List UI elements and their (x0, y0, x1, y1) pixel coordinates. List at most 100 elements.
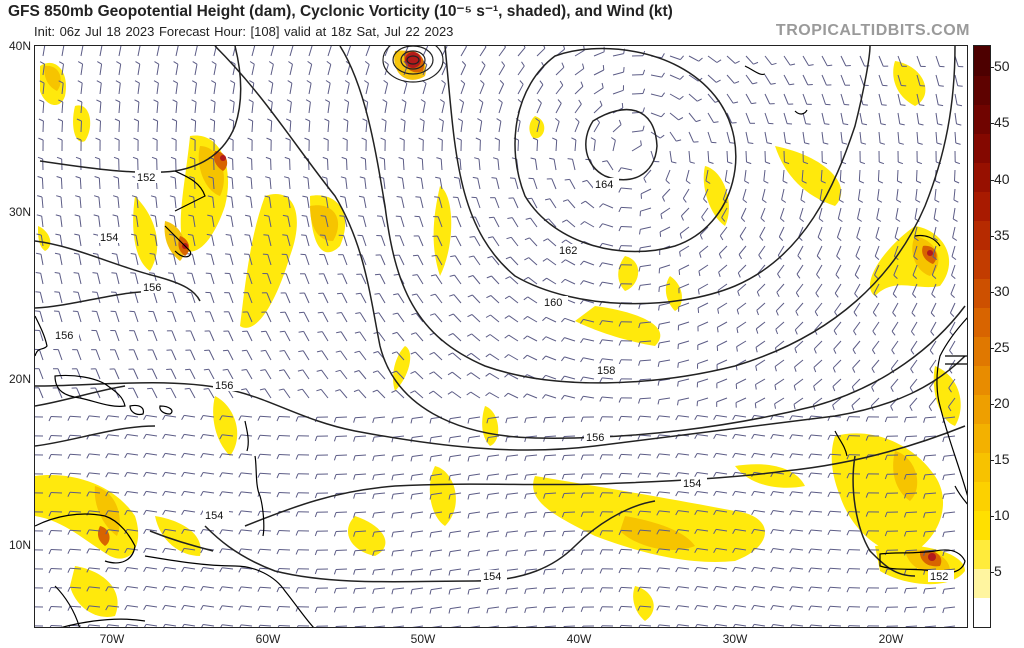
wind-barb-flag (39, 80, 45, 84)
wind-barb-flag (561, 455, 565, 461)
wind-barb-flag (86, 586, 90, 592)
wind-barb-flag (467, 494, 470, 500)
wind-barb (856, 226, 861, 238)
wind-barb-flag (698, 57, 703, 62)
wind-barb-flag (894, 237, 900, 242)
wind-barb-flag (602, 65, 605, 71)
wind-barb (802, 74, 809, 86)
wind-barb (516, 159, 519, 171)
wind-barb (909, 397, 918, 407)
wind-barb-flag (86, 415, 90, 421)
wind-barb-flag (523, 393, 528, 398)
wind-barb (754, 585, 766, 589)
colorbar-tick-label: 10 (994, 506, 1010, 523)
colorbar-segment (974, 46, 990, 76)
wind-barb-flag (713, 548, 717, 553)
wind-barb (227, 349, 234, 361)
wind-barb-flag (467, 589, 470, 595)
wind-barb-flag (675, 491, 679, 497)
wind-barb-flag (947, 406, 952, 412)
wind-barb-flag (488, 216, 494, 219)
wind-barb-flag (399, 137, 405, 141)
wind-barb-flag (485, 334, 491, 338)
wind-barb (433, 352, 443, 361)
wind-barb-flag (355, 292, 361, 295)
map-panel[interactable]: 164 162 160 158 156 154 152 154 156 156 … (34, 45, 968, 628)
wind-barb (50, 492, 63, 494)
wind-barb (488, 435, 500, 438)
wind-barb-flag (618, 321, 622, 327)
wind-barb (639, 567, 652, 570)
wind-barb (412, 587, 424, 590)
wind-barb-flag (737, 272, 741, 278)
wind-barb-flag (818, 218, 824, 223)
wind-barb (50, 568, 63, 570)
wind-barb-flag (392, 312, 398, 315)
colorbar-tick-mark (991, 403, 994, 405)
wind-barb (755, 378, 766, 385)
wind-barb (910, 359, 918, 370)
colorbar-tick-mark (991, 291, 994, 293)
wind-barb-flag (665, 179, 670, 184)
wind-barb (659, 453, 671, 456)
wind-barb-flag (48, 454, 52, 460)
wind-barb (89, 415, 101, 418)
wind-barb (69, 453, 82, 456)
wind-barb (564, 356, 576, 361)
wind-barb (602, 339, 614, 342)
wind-barb (420, 178, 424, 190)
colorbar-segment (974, 75, 990, 105)
wind-barb (774, 378, 785, 386)
wind-barb-flag (580, 492, 584, 498)
wind-barb (397, 312, 405, 323)
wind-barb (259, 586, 272, 589)
wind-barb-flag (448, 513, 451, 519)
contour-label: 156 (215, 380, 233, 392)
wind-barb-flag (898, 161, 904, 165)
wind-barb-flag (505, 608, 508, 614)
wind-barb-flag (808, 567, 812, 573)
wind-barb-flag (694, 472, 698, 478)
wind-barb-flag (561, 569, 565, 575)
wind-barb (659, 434, 671, 437)
wind-barb (438, 197, 443, 209)
wind-barb (555, 139, 558, 152)
wind-barb-flag (599, 223, 603, 229)
wind-barb (251, 46, 256, 57)
wind-barb (602, 242, 614, 247)
wind-barb-flag (736, 346, 738, 352)
wind-barb (50, 473, 63, 475)
wind-barb (639, 340, 652, 343)
wind-barb-flag (954, 180, 960, 184)
wind-barb-flag (415, 196, 421, 198)
wind-barb-flag (618, 264, 622, 270)
wind-barb-flag (393, 293, 399, 296)
wind-barb-flag (494, 137, 500, 141)
lon-label-30w: 30W (722, 632, 748, 646)
wind-barb (792, 605, 804, 608)
wind-barb-flag (245, 214, 251, 217)
wind-barb (726, 150, 729, 163)
wind-barb (42, 83, 45, 95)
wind-barb-flag (523, 46, 526, 48)
wind-barb-flag (580, 299, 584, 305)
wind-barb (192, 216, 196, 228)
wind-barb (127, 434, 139, 437)
wind-barb-flag (314, 550, 318, 556)
wind-barb-flag (732, 510, 736, 515)
wind-barb-flag (472, 176, 478, 179)
wind-barb (40, 273, 44, 285)
wind-barb-flag (874, 274, 879, 279)
wind-barb (821, 112, 825, 124)
colorbar-segment (974, 423, 990, 454)
wind-barb-flag (391, 418, 394, 424)
wind-barb-flag (561, 239, 567, 244)
wind-barb-flag (599, 454, 603, 460)
wind-barb-flag (124, 453, 128, 459)
wind-barb (265, 311, 272, 323)
wind-barb (264, 369, 272, 380)
wind-barb (69, 548, 82, 551)
wind-barb (602, 262, 614, 266)
wind-barb-flag (191, 80, 197, 84)
wind-barb (878, 112, 882, 124)
